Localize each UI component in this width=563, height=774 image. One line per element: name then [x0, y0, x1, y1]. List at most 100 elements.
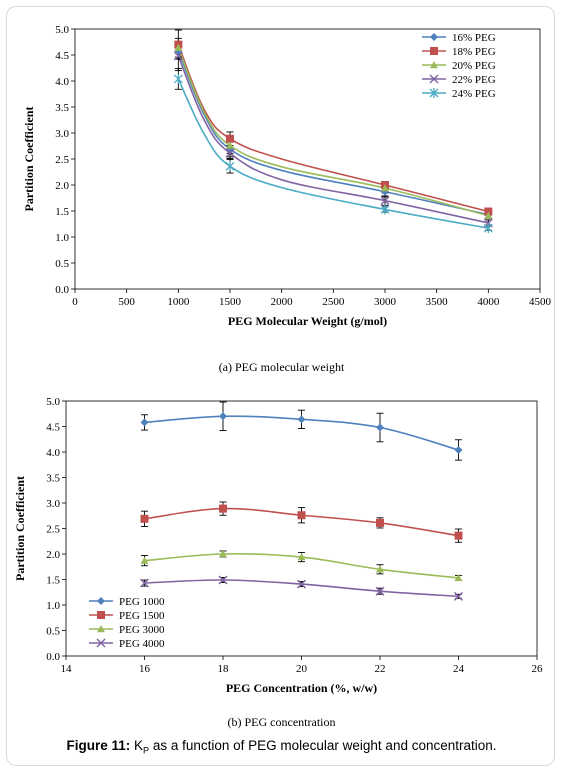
- data-point: [376, 518, 384, 527]
- x-tick-label: 3500: [426, 296, 449, 308]
- legend-label: 20% PEG: [452, 60, 496, 72]
- series-line: [177, 47, 489, 217]
- y-tick-label: 0.0: [46, 651, 60, 663]
- data-point: [484, 207, 493, 216]
- legend-label: 24% PEG: [452, 88, 496, 100]
- chart-b-caption: (b) PEG concentration: [227, 715, 336, 729]
- x-axis-label: PEG Concentration (%, w/w): [226, 681, 377, 695]
- figure-caption-label: Figure 11:: [66, 738, 131, 753]
- y-tick-label: 0.5: [46, 626, 60, 638]
- y-tick-label: 4.5: [55, 50, 69, 62]
- legend-label: 16% PEG: [452, 32, 496, 44]
- x-tick-label: 20: [296, 663, 308, 675]
- data-point: [297, 579, 306, 589]
- y-tick-label: 4.5: [46, 422, 60, 434]
- chart-b-curves: [144, 415, 459, 598]
- y-tick-label: 1.0: [55, 232, 69, 244]
- chart-peg-concentration: 0.0 0.5 1.0 1.5 2.0 2.5 3.0 3.5 4.0 4.5 5.0 14 16 18 2…: [13, 396, 543, 695]
- data-point: [226, 141, 234, 149]
- legend-marker: [97, 611, 105, 619]
- chart-b-axes: 0.0 0.5 1.0 1.5 2.0 2.5 3.0 3.5 4.0 4.5 5.0 14 16 18 2…: [13, 396, 543, 695]
- chart-a-curves: [177, 44, 489, 229]
- data-point: [380, 204, 390, 215]
- legend-marker: [430, 33, 438, 41]
- legend-marker: [97, 597, 105, 605]
- legend-label: PEG 1500: [119, 610, 165, 622]
- x-tick-label: 4000: [477, 296, 500, 308]
- chart-b-markers: [140, 412, 463, 601]
- data-point: [140, 578, 149, 588]
- x-tick-label: 26: [532, 663, 544, 675]
- y-tick-label: 5.0: [46, 396, 60, 408]
- series-line: [177, 44, 489, 213]
- y-tick-label: 3.5: [55, 102, 69, 114]
- data-point: [483, 223, 493, 234]
- legend-marker: [96, 638, 106, 648]
- data-point: [140, 514, 149, 523]
- figure-caption-text: as a function of PEG molecular weight an…: [149, 738, 497, 753]
- figure-caption: Figure 11: KP as a function of PEG molec…: [0, 738, 563, 756]
- data-point: [381, 184, 389, 192]
- x-tick-label: 18: [218, 663, 230, 675]
- data-point: [376, 565, 384, 573]
- data-point: [218, 575, 228, 585]
- x-tick-label: 2000: [271, 296, 294, 308]
- chart-a-caption: (a) PEG molecular weight: [218, 360, 345, 374]
- y-tick-label: 3.0: [46, 498, 60, 510]
- y-tick-label: 1.5: [46, 575, 60, 587]
- data-point: [219, 504, 227, 513]
- y-tick-label: 4.0: [46, 447, 60, 459]
- data-point: [484, 211, 493, 219]
- x-tick-label: 24: [453, 663, 465, 675]
- figure-caption-k: K: [134, 738, 144, 753]
- x-tick-label: 2500: [322, 296, 345, 308]
- y-tick-label: 4.0: [55, 76, 69, 88]
- x-axis-label: PEG Molecular Weight (g/mol): [228, 314, 387, 328]
- chart-peg-molecular-weight: 0.0 0.5 1.0 1.5 2.0 2.5 3.0 3.5 4.0 4.5 5.0 0 500 100…: [22, 24, 552, 328]
- data-point: [225, 161, 235, 172]
- legend-marker: [429, 74, 439, 84]
- x-tick-label: 16: [139, 663, 151, 675]
- legend-label: PEG 3000: [119, 624, 165, 636]
- figure-frame: [6, 6, 555, 766]
- data-point: [173, 51, 183, 61]
- chart-a-markers: [173, 40, 493, 234]
- chart-a-axes: 0.0 0.5 1.0 1.5 2.0 2.5 3.0 3.5 4.0 4.5 5.0 0 500 100…: [22, 24, 552, 328]
- data-point: [173, 73, 183, 84]
- data-point: [454, 591, 463, 601]
- legend-marker: [97, 625, 105, 633]
- x-tick-label: 500: [118, 296, 135, 308]
- y-tick-label: 2.5: [55, 154, 69, 166]
- data-point: [219, 412, 227, 421]
- y-tick-label: 1.0: [46, 600, 60, 612]
- series-line: [177, 55, 489, 224]
- y-axis-label: Partition Coefficient: [22, 107, 36, 212]
- x-tick-label: 22: [375, 663, 386, 675]
- y-tick-label: 0.0: [55, 284, 69, 296]
- data-point: [140, 418, 149, 427]
- legend-label: 22% PEG: [452, 74, 496, 86]
- y-tick-label: 2.0: [46, 549, 60, 561]
- legend-marker: [429, 88, 439, 98]
- series-line: [177, 50, 489, 216]
- y-tick-label: 1.5: [55, 206, 69, 218]
- legend-label: 18% PEG: [452, 46, 496, 58]
- data-point: [140, 556, 149, 564]
- data-point: [297, 415, 306, 424]
- data-point: [454, 445, 463, 454]
- data-point: [174, 43, 183, 51]
- y-tick-label: 0.5: [55, 258, 69, 270]
- data-point: [297, 553, 306, 561]
- x-tick-label: 4500: [529, 296, 552, 308]
- data-point: [376, 423, 384, 432]
- data-point: [225, 148, 235, 158]
- x-tick-label: 3000: [374, 296, 397, 308]
- x-tick-label: 1500: [219, 296, 242, 308]
- data-point: [226, 134, 234, 143]
- data-point: [454, 531, 463, 540]
- legend-label: PEG 4000: [119, 638, 165, 650]
- legend-marker: [430, 61, 438, 69]
- data-point: [297, 511, 306, 520]
- x-tick-label: 14: [61, 663, 73, 675]
- data-point: [380, 196, 390, 206]
